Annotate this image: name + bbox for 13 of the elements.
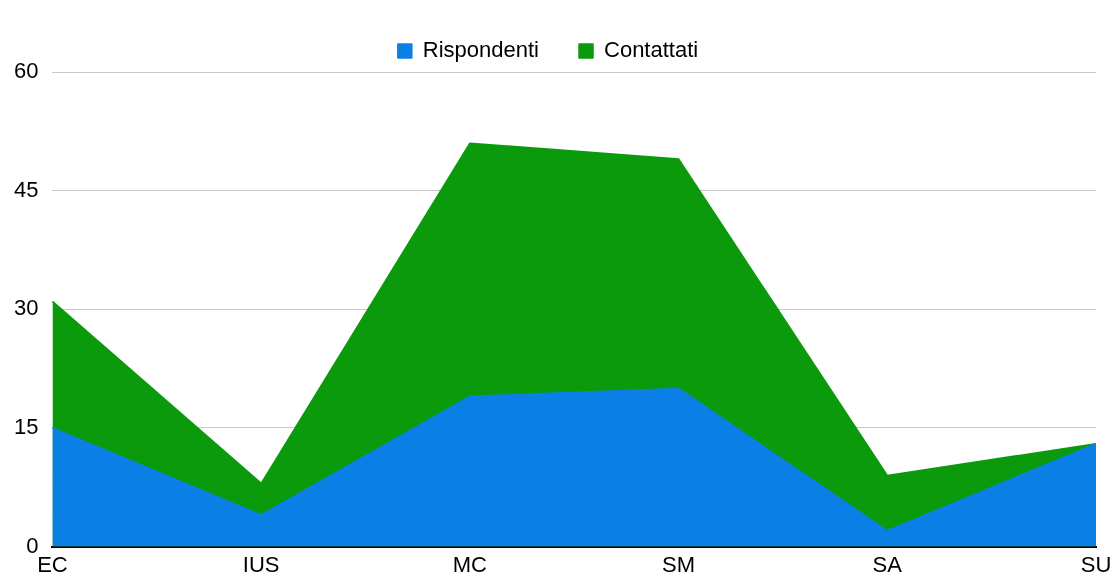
- x-tick-label: EC: [37, 551, 68, 577]
- y-tick-label: 60: [13, 58, 39, 84]
- y-tick-label: 15: [13, 414, 39, 440]
- x-tick-label: SU: [1080, 551, 1112, 577]
- y-tick-label: 0: [26, 532, 39, 558]
- x-tick-label: SM: [662, 551, 696, 577]
- x-tick-label: SA: [872, 551, 903, 577]
- x-tick-label: MC: [452, 551, 488, 577]
- y-tick-label: 30: [13, 295, 39, 321]
- legend-label: Rispondenti: [422, 37, 540, 63]
- legend-label: Contattati: [604, 37, 699, 63]
- y-tick-label: 45: [13, 176, 39, 202]
- x-tick-label: IUS: [242, 551, 280, 577]
